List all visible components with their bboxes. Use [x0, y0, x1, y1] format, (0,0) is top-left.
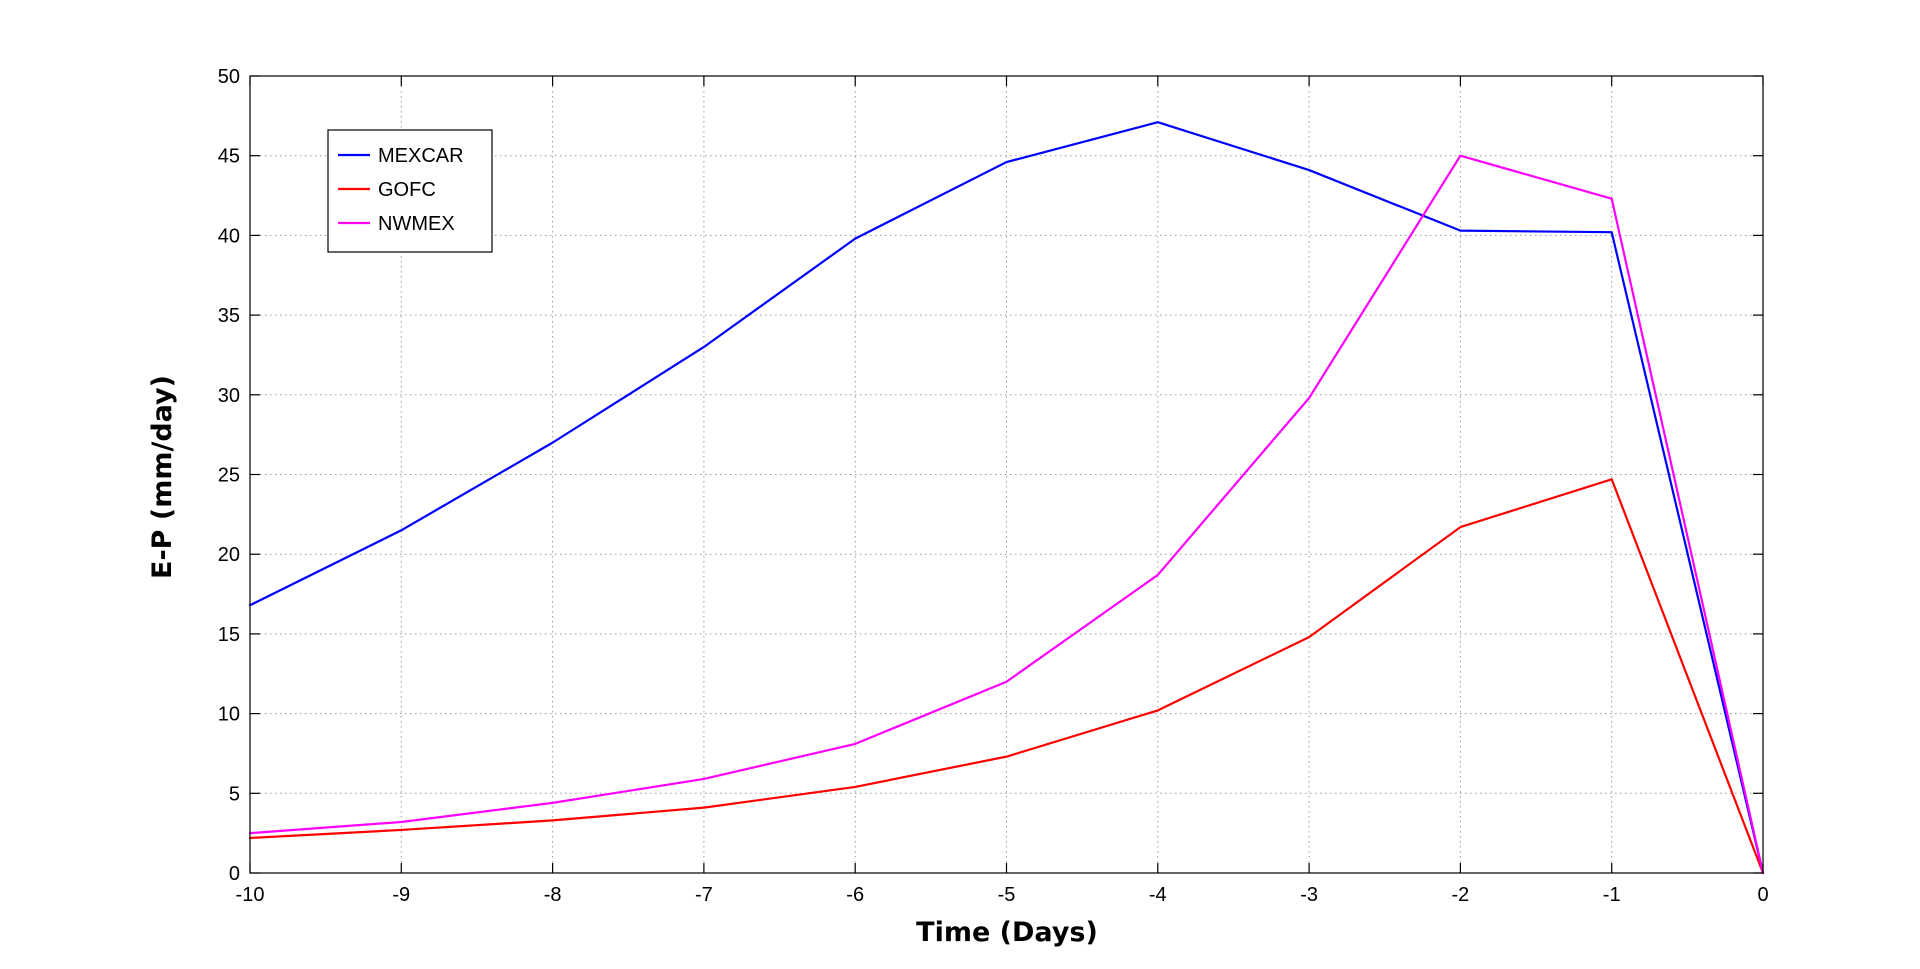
x-axis-title: Time (Days) — [916, 917, 1098, 948]
y-tick-label: 45 — [218, 146, 240, 168]
y-tick-label: 15 — [218, 624, 240, 646]
legend-box — [327, 129, 493, 253]
x-tick-label: -8 — [544, 884, 562, 906]
y-tick-label: 5 — [229, 783, 240, 805]
series-line-mexcar — [248, 121, 1765, 875]
x-tick-label: -2 — [1452, 884, 1470, 906]
legend-label-nwmex: NWMEX — [378, 213, 455, 235]
y-tick-label: 0 — [229, 863, 240, 885]
x-tick-label: -10 — [236, 884, 265, 906]
x-tick-label: -5 — [998, 884, 1016, 906]
y-tick-label: 20 — [218, 544, 240, 566]
series-line-nwmex — [248, 154, 1765, 875]
legend-label-gofc: GOFC — [378, 179, 436, 201]
x-tick-label: -4 — [1149, 884, 1167, 906]
x-tick-label: -6 — [846, 884, 864, 906]
x-tick-label: 0 — [1757, 884, 1768, 906]
legend: MEXCAR GOFC NWMEX — [327, 129, 493, 253]
x-tick-label: -1 — [1603, 884, 1621, 906]
x-tick-label: -7 — [695, 884, 713, 906]
y-tick-label: 25 — [218, 465, 240, 487]
y-tick-label: 35 — [218, 305, 240, 327]
series-lines — [248, 121, 1765, 875]
series-line-gofc — [248, 478, 1765, 875]
y-axis-title: E-P (mm/day) — [147, 375, 178, 579]
legend-label-mexcar: MEXCAR — [378, 145, 464, 167]
y-tick-label: 40 — [218, 225, 240, 247]
y-tick-label: 10 — [218, 704, 240, 726]
y-tick-label: 30 — [218, 385, 240, 407]
y-tick-label: 50 — [218, 66, 240, 88]
axes — [249, 75, 1764, 874]
grid-lines — [250, 76, 1763, 873]
x-tick-label: -9 — [392, 884, 410, 906]
x-tick-label: -3 — [1300, 884, 1318, 906]
tick-labels: -10 -9 -8 -7 -6 -5 -4 -3 -2 -1 0051015202530354045… — [218, 66, 1769, 906]
